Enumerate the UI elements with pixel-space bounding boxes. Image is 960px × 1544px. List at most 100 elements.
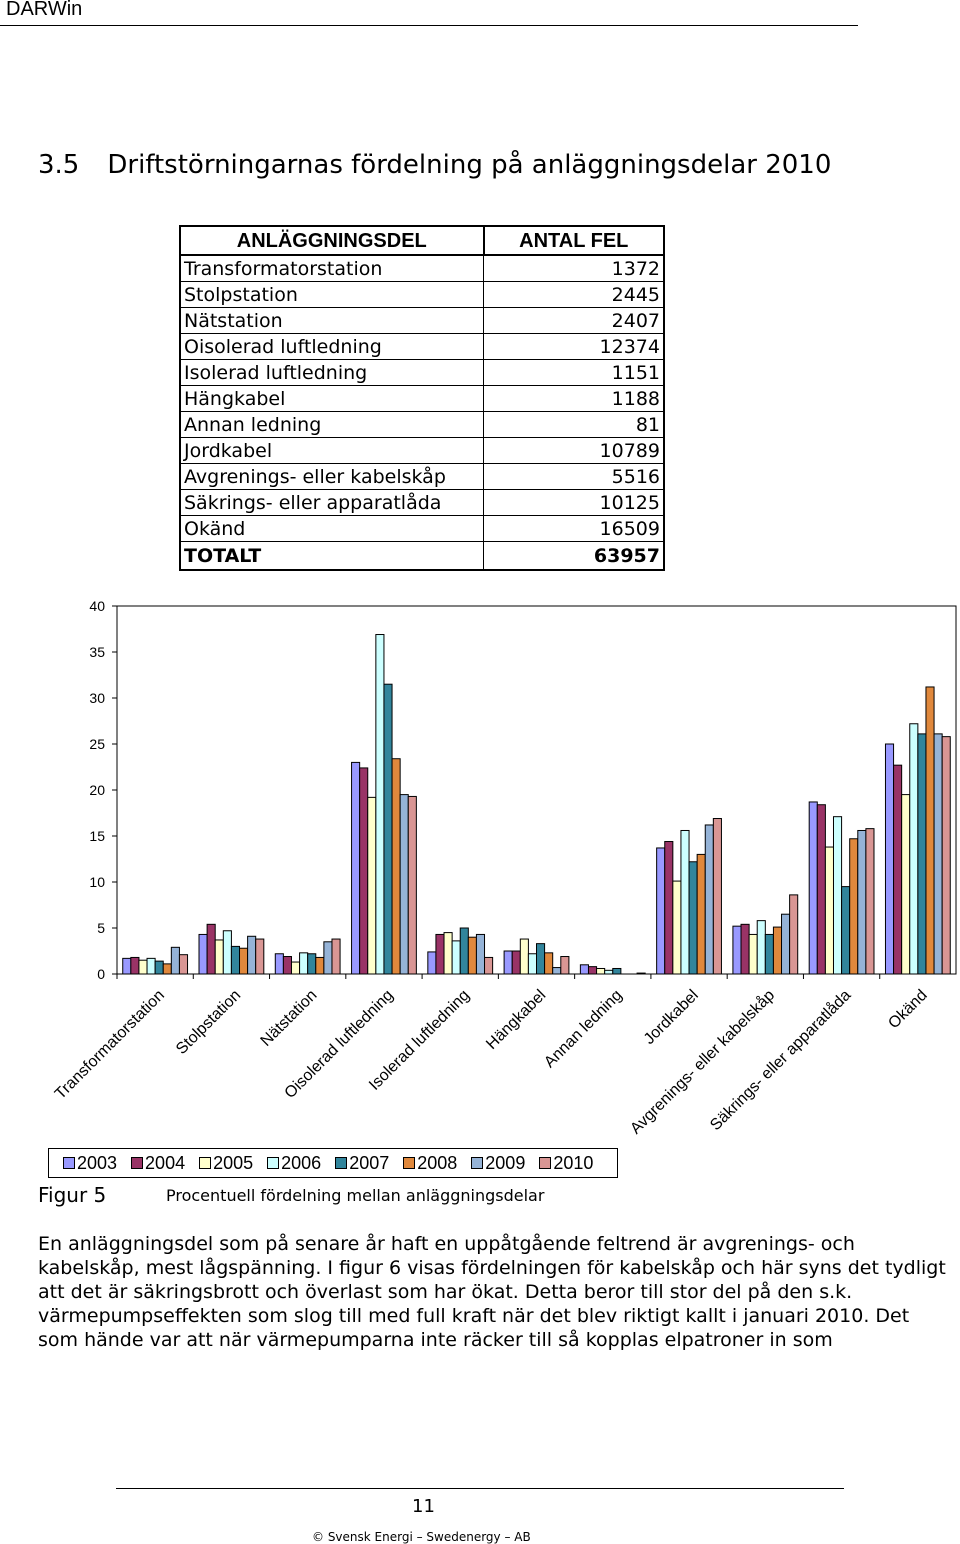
bar-2007 (230, 945, 241, 975)
row-name: Okänd (179, 515, 484, 542)
bar-2006 (146, 957, 156, 975)
row-value: 1188 (483, 385, 665, 412)
column-header-component: ANLÄGGNINGSDEL (179, 225, 485, 256)
row-value: 10789 (483, 437, 665, 464)
bar-2003 (274, 953, 284, 975)
bar-2010 (560, 956, 570, 975)
y-tick-label: 40 (89, 598, 105, 614)
bar-2004 (664, 841, 674, 975)
x-category-label: Stolpstation (173, 987, 244, 1058)
row-value: 1372 (483, 254, 665, 282)
row-name: Nätstation (179, 307, 484, 334)
x-category-label: Säkrings- eller apparatlåda (706, 986, 854, 1134)
bar-2006 (680, 829, 690, 975)
bar-2009 (552, 967, 562, 975)
bar-2008 (849, 838, 859, 975)
bar-2007 (764, 933, 774, 975)
table-row: Hängkabel 1188 (179, 385, 665, 412)
bar-2009 (704, 824, 714, 975)
bar-2007 (917, 733, 927, 975)
bar-2004 (587, 966, 598, 975)
fault-table: ANLÄGGNINGSDEL ANTAL FEL Transformatorst… (179, 225, 665, 571)
legend-swatch (131, 1157, 144, 1169)
bar-2005 (748, 933, 758, 975)
bar-2008 (162, 963, 172, 975)
row-name: Isolerad luftledning (179, 359, 484, 386)
table-row: Nätstation 2407 (179, 307, 665, 334)
bar-2007 (688, 861, 698, 975)
legend-swatch (199, 1157, 212, 1169)
row-value: 2445 (483, 281, 665, 308)
table-row: Avgrenings- eller kabelskåp 5516 (179, 463, 665, 490)
bar-2005 (824, 846, 834, 975)
table-row: Säkrings- eller apparatlåda 10125 (179, 489, 665, 516)
legend-label: 2007 (349, 1152, 390, 1173)
bar-2006 (832, 816, 843, 975)
section-title: Driftstörningarnas fördelning på anläggn… (107, 150, 832, 180)
legend-swatch (335, 1157, 348, 1169)
bar-2004 (130, 956, 140, 975)
table-row: Stolpstation 2445 (179, 281, 665, 308)
row-name: Transformatorstation (179, 254, 484, 282)
row-name: Oisolerad luftledning (179, 333, 484, 360)
bar-2010 (865, 828, 875, 975)
table-row: Transformatorstation 1372 (179, 254, 665, 282)
row-value: 16509 (483, 515, 665, 542)
legend-label: 2009 (485, 1152, 526, 1173)
bar-2005 (672, 880, 682, 975)
bar-2009 (475, 933, 486, 975)
legend-item: 2007 (335, 1153, 389, 1174)
row-name: Annan ledning (179, 411, 484, 438)
legend-swatch (403, 1157, 416, 1169)
header-title: DARWin (6, 0, 83, 20)
bar-2005 (443, 932, 453, 975)
bar-2005 (519, 938, 529, 975)
legend-item: 2006 (267, 1153, 321, 1174)
bar-2006 (604, 969, 614, 975)
row-value: 1151 (483, 359, 665, 386)
bar-2007 (459, 927, 469, 975)
legend-item: 2010 (539, 1153, 593, 1174)
y-tick-label: 25 (89, 736, 105, 752)
column-header-count: ANTAL FEL (482, 225, 665, 256)
bar-2007 (383, 683, 393, 975)
legend-label: 2010 (553, 1152, 594, 1173)
bar-2005 (290, 961, 301, 975)
row-value: 12374 (483, 333, 665, 360)
bar-chart: 0 5 10 15 20 25 30 35 40 Transformatorstation Stol… (52, 598, 957, 1138)
page-number: 11 (412, 1496, 435, 1517)
bar-2003 (351, 761, 361, 975)
legend-item: 2003 (63, 1153, 117, 1174)
bar-2009 (399, 794, 409, 975)
legend-label: 2003 (77, 1152, 118, 1173)
x-category-label: Okänd (885, 987, 930, 1032)
bar-2010 (331, 938, 341, 975)
row-name: Hängkabel (179, 385, 484, 412)
bar-2010 (255, 938, 265, 975)
section-number: 3.5 (38, 150, 80, 180)
legend-label: 2004 (145, 1152, 186, 1173)
table-total-row: TOTALT 63957 (179, 541, 665, 571)
x-category-label: Nätstation (258, 987, 321, 1050)
y-tick-label: 35 (89, 644, 105, 660)
header-divider (0, 25, 858, 26)
bar-2010 (407, 795, 417, 975)
row-value: 81 (483, 411, 665, 438)
bar-2006 (527, 953, 538, 975)
row-name: Stolpstation (179, 281, 484, 308)
bar-2008 (772, 926, 783, 975)
bar-2004 (893, 764, 903, 975)
bar-2009 (170, 946, 180, 975)
bar-2010 (941, 736, 951, 975)
chart-legend: 2003 2004 2005 2006 2007 2008 2009 2010 (48, 1148, 618, 1178)
bar-2009 (247, 935, 257, 975)
x-category-label: Jordkabel (641, 987, 702, 1048)
bar-2003 (503, 950, 513, 975)
total-label: TOTALT (179, 541, 484, 571)
legend-item: 2008 (403, 1153, 457, 1174)
total-value: 63957 (483, 541, 665, 571)
bar-2006 (451, 940, 461, 975)
bar-2007 (612, 967, 622, 975)
bar-2007 (841, 886, 851, 975)
x-category-label: Hängkabel (483, 987, 549, 1053)
